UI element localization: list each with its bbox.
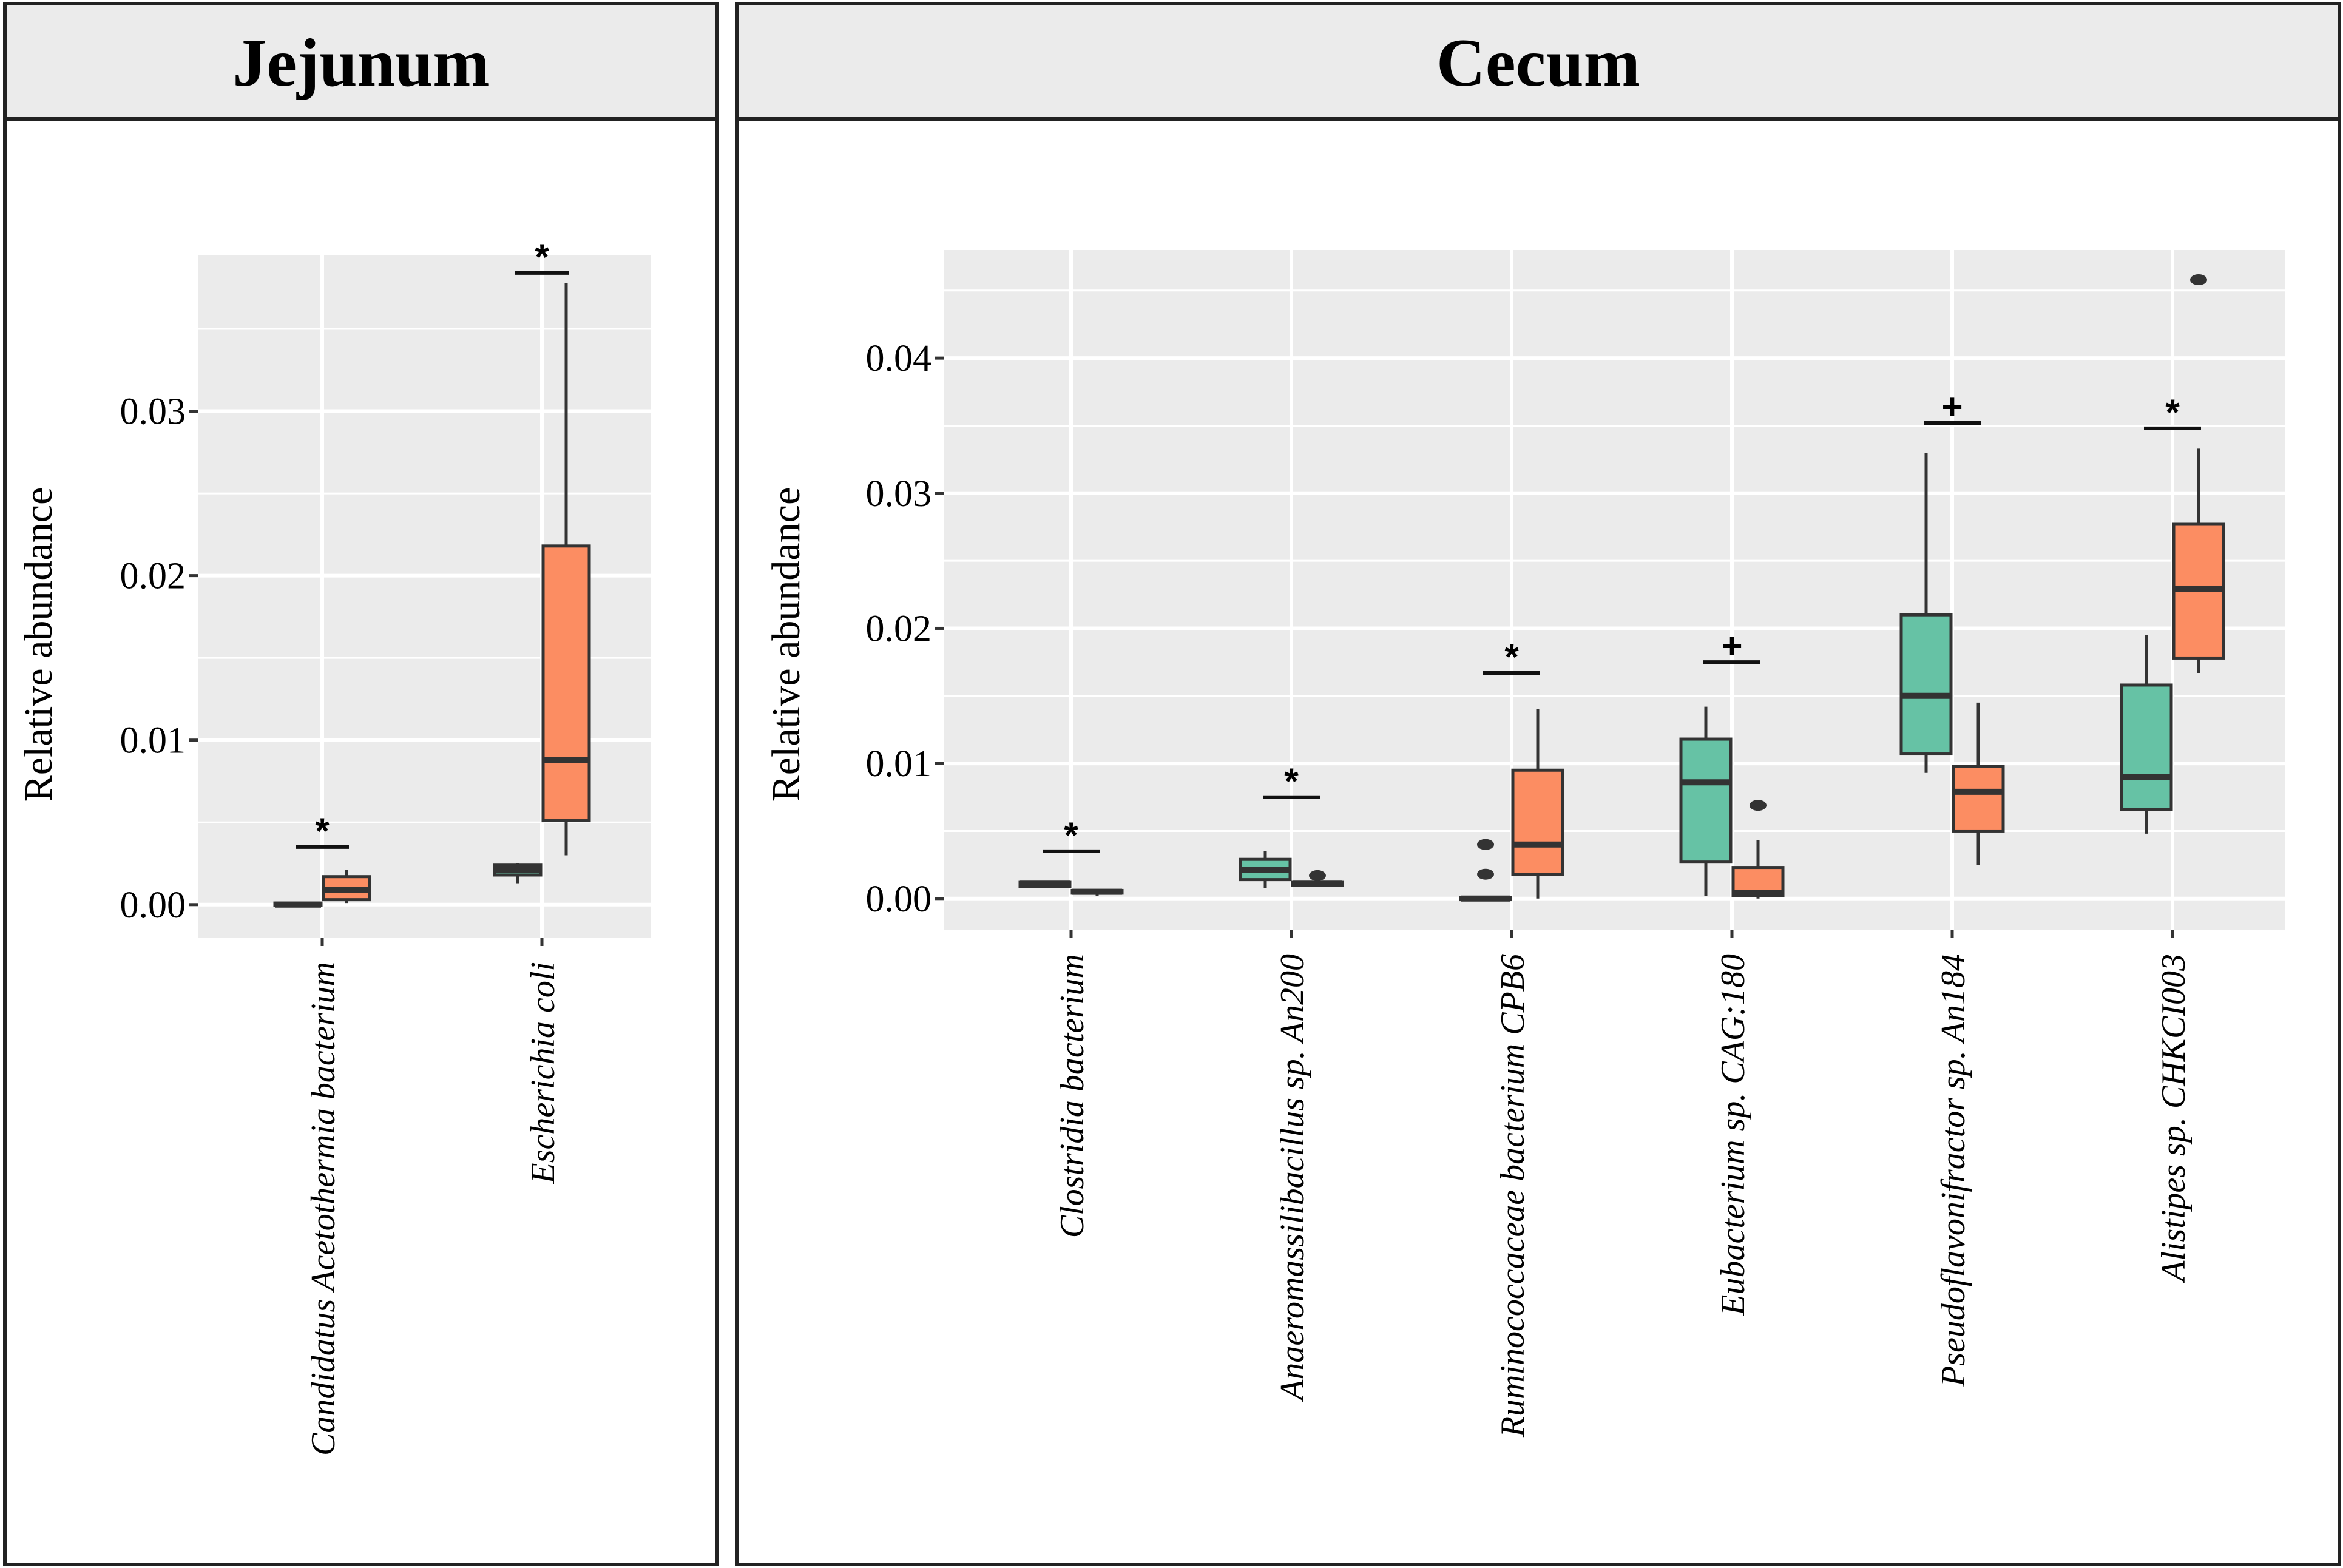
box (541, 544, 591, 823)
box (1511, 768, 1564, 876)
plot-panel-cecum (944, 250, 2285, 930)
significance-label: * (2165, 392, 2180, 433)
x-tick-label: Clostridia bacterium (1053, 954, 1091, 1238)
y-tick-label: 0.01 (120, 720, 186, 762)
significance-label: * (535, 237, 549, 277)
x-tick-label: Alistipes sp. CHKCI003 (2155, 954, 2193, 1284)
x-tick-label: Candidatus Acetothermia bacterium (305, 962, 342, 1456)
category-group: + (1899, 387, 2005, 865)
x-tick-label: Ruminococcaceae bacterium CPB6 (1494, 954, 1532, 1438)
y-tick-label: 0.03 (120, 391, 186, 433)
strip-title-jejunum: Jejunum (232, 25, 489, 101)
box (2120, 683, 2173, 811)
x-axis-cecum: Clostridia bacterium Anaeromassilibacillu… (1053, 930, 2193, 1438)
significance-label: * (1064, 815, 1078, 856)
y-tick-label: 0.04 (866, 338, 932, 379)
y-tick-label: 0.02 (866, 608, 932, 649)
outlier-point (1477, 868, 1494, 880)
category-group: * (1239, 761, 1344, 888)
x-tick-label: Escherichia coli (524, 962, 562, 1184)
y-tick-label: 0.02 (120, 556, 186, 597)
y-tick-label: 0.01 (866, 743, 932, 785)
outlier-point (1750, 800, 1767, 811)
x-tick-label: Pseudoflavonifractor sp. An184 (1935, 954, 1972, 1387)
x-tick-label: Anaeromassilibacillus sp. An200 (1274, 954, 1311, 1403)
strip-cecum (735, 2, 2341, 121)
facet-jejunum: Jejunum ** 0.000.010.020.03 Candidatus A… (3, 2, 719, 1566)
boxes-cecum: * * * + + * (1018, 274, 2225, 902)
box (1899, 613, 1953, 756)
significance-label: * (315, 811, 330, 851)
significance-label: * (1284, 761, 1299, 802)
box (1952, 765, 2005, 833)
category-group: * (273, 811, 371, 908)
category-group: + (1679, 626, 1785, 899)
outlier-point (1477, 839, 1494, 850)
strip-jejunum (3, 2, 719, 121)
outlier-point (2190, 274, 2207, 285)
outlier-point (1309, 870, 1326, 881)
category-group: * (2120, 274, 2225, 834)
strip-title-cecum: Cecum (1436, 25, 1640, 101)
y-axis-title-cecum: Relative abundance (764, 487, 808, 802)
y-axis-cecum: 0.00 0.01 0.02 0.03 0.04 (866, 338, 944, 920)
significance-label: + (1721, 626, 1742, 666)
facet-cecum: Cecum * * * + + * 0.00 0.01 0.02 0.03 0.04 Clostr… (735, 2, 2341, 1566)
box (1679, 737, 1733, 864)
significance-label: + (1941, 387, 1963, 427)
y-axis-title-jejunum: Relative abundance (16, 487, 61, 802)
y-tick-label: 0.03 (866, 473, 932, 515)
category-group: * (1459, 637, 1564, 902)
y-axis-jejunum: 0.00 0.01 0.02 0.03 (120, 391, 198, 926)
significance-label: * (1504, 637, 1519, 677)
category-group: * (1018, 815, 1124, 896)
y-tick-label: 0.00 (120, 885, 186, 926)
x-axis-jejunum: Candidatus Acetothermia bacterium Escheri… (305, 938, 562, 1456)
boxes-jejunum: ** (273, 237, 591, 908)
category-group: * (493, 237, 591, 884)
x-tick-label: Eubacterium sp. CAG:180 (1714, 954, 1752, 1316)
y-tick-label: 0.00 (866, 879, 932, 920)
